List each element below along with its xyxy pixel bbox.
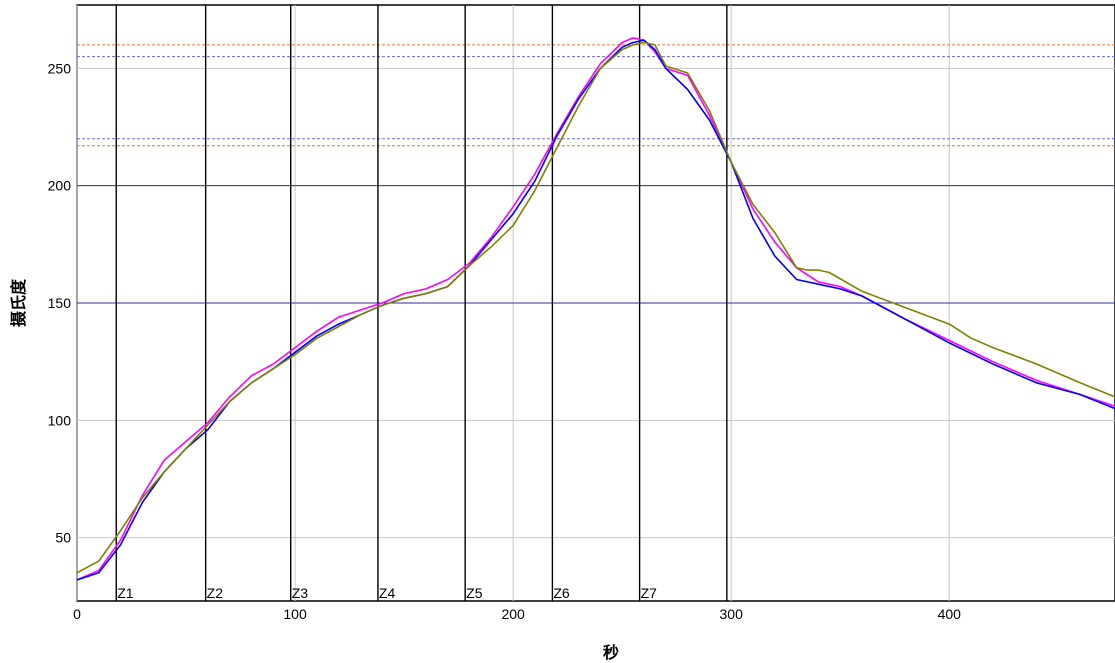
x-tick-label: 100 [283,606,307,622]
reference-lines [77,44,1115,304]
y-tick-label: 100 [48,412,72,428]
zone-label: Z5 [466,585,483,601]
zone-label: Z7 [641,585,658,601]
zone-lines: Z1 Z2 Z3 Z4 Z5 Z6 Z7 [115,5,728,601]
zone-label: Z4 [379,585,396,601]
y-tick-label: 50 [55,530,71,546]
x-tick-label: 200 [501,606,525,622]
y-tick-label: 200 [48,178,72,194]
x-tick-label: 300 [720,606,744,622]
y-tick-label: 150 [48,295,72,311]
series-line [76,37,1115,581]
series-line [76,41,1115,574]
zone-label: Z2 [207,585,224,601]
zone-label: Z1 [117,585,134,601]
series-lines [76,37,1115,581]
zone-label: Z6 [553,585,570,601]
x-tick-label: 0 [73,606,81,622]
x-tick-label: 400 [938,606,962,622]
y-axis-title: 摄氏度 [9,278,28,327]
tick-labels: 0 100 200 300 400 50 100 150 200 250 [48,60,962,622]
x-axis-title: 秒 [603,643,619,662]
zone-label: Z3 [292,585,309,601]
y-tick-label: 250 [48,60,72,76]
